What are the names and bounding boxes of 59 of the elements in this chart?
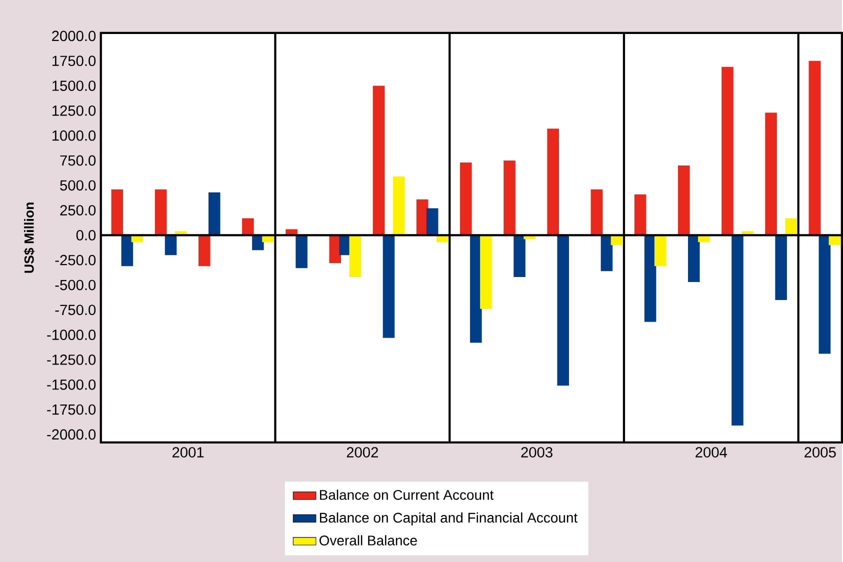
y-tick-label: -2000.0 [47,429,96,440]
y-tick-label: -250.0 [55,254,96,266]
bar [547,128,559,236]
y-tick-label: -1500.0 [47,379,96,390]
y-tick-label: 1250.0 [52,105,96,116]
y-tick-label: 750.0 [60,155,96,166]
bar [678,165,690,236]
y-tick-label: 500.0 [60,180,96,190]
bar [392,176,405,236]
x-tick-label: 2004 [696,447,728,458]
bar [242,218,254,236]
bar [208,192,220,236]
y-tick-label: 250.0 [60,204,96,216]
y-tick-label: 1750.0 [52,56,96,66]
y-tick-label: 0.0 [76,230,96,240]
bar [164,235,177,255]
bar [785,218,797,236]
legend-label: Balance on Capital and Financial Account [320,512,578,526]
x-tick-label: 2005 [804,447,836,458]
x-tick-label: 2002 [346,447,378,458]
x-tick-label: 2001 [172,447,204,458]
bar [514,235,526,277]
bar [808,60,821,236]
bar [775,235,787,300]
y-tick-label: -1000.0 [47,330,96,340]
bar [590,189,603,236]
bar [382,235,395,338]
bar [732,235,744,426]
y-tick-label: -1750.0 [47,404,96,415]
legend-label: Balance on Current Account [320,489,494,500]
bar [426,208,438,236]
bar [154,189,167,236]
bar [111,189,124,236]
y-tick-label: 1500.0 [52,80,96,91]
bar [688,235,700,282]
y-tick-label: -1250.0 [47,354,96,365]
bar [460,162,472,236]
y-tick-label: -750.0 [55,304,96,315]
bar [600,235,613,271]
y-tick-label: -500.0 [55,280,96,290]
bar [504,160,516,236]
y-axis-title: US$ Million [24,202,35,273]
bar [349,235,362,277]
bar [557,235,569,386]
bar [722,66,734,236]
bar [818,235,831,354]
bar [634,194,646,236]
bar [480,235,492,309]
bar [644,235,656,322]
bar [121,235,134,266]
bar [654,235,666,266]
bar [765,112,777,236]
legend-label: Overall Balance [320,535,417,546]
bar [372,86,385,236]
bar [198,235,210,266]
x-tick-label: 2003 [521,447,552,458]
bar [296,235,308,268]
y-tick-label: 1000.0 [52,130,96,141]
y-tick-label: 2000.0 [52,30,96,42]
